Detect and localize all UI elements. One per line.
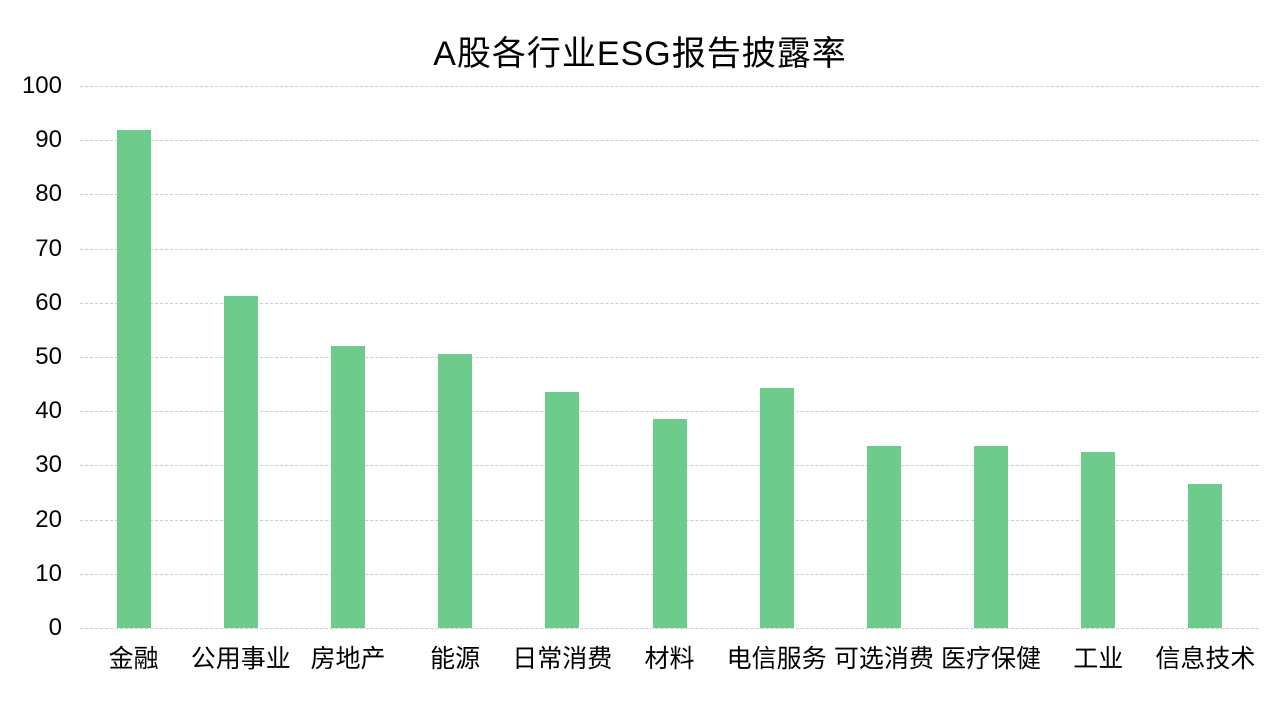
plot-area — [80, 86, 1259, 629]
x-tick-label: 电信服务 — [726, 645, 827, 673]
bar — [866, 445, 901, 628]
x-tick-label: 能源 — [430, 645, 481, 673]
gridline-y-60 — [80, 302, 1259, 304]
x-tick-label: 房地产 — [310, 645, 386, 673]
bar — [330, 345, 365, 628]
y-tick-label: 60 — [35, 288, 62, 316]
bar — [223, 295, 258, 628]
y-tick-label: 50 — [35, 343, 62, 370]
gridline-y-0 — [80, 628, 1259, 629]
bar — [974, 446, 1009, 628]
x-tick-label: 工业 — [1073, 645, 1124, 673]
y-tick-label: 90 — [35, 126, 62, 154]
y-tick-label: 80 — [35, 180, 62, 208]
x-tick-label: 公用事业 — [190, 645, 291, 673]
gridline-y-90 — [80, 140, 1259, 142]
y-tick-label: 30 — [35, 451, 62, 479]
bar — [1188, 483, 1223, 628]
x-tick-label: 材料 — [644, 645, 695, 673]
x-tick-label: 医疗保健 — [941, 645, 1042, 673]
bar — [545, 391, 580, 628]
y-tick-label: 40 — [35, 397, 62, 425]
y-tick-label: 10 — [35, 559, 62, 587]
bar — [438, 353, 473, 628]
x-tick-label: 信息技术 — [1155, 645, 1256, 673]
bar — [652, 418, 687, 628]
gridline-y-100 — [80, 86, 1259, 87]
x-tick-label: 可选消费 — [833, 645, 934, 673]
bar — [116, 130, 151, 628]
gridline-y-80 — [80, 194, 1259, 196]
bar — [1081, 451, 1116, 628]
y-tick-label: 20 — [35, 505, 62, 533]
x-tick-label: 日常消费 — [512, 645, 613, 673]
gridline-y-50 — [80, 357, 1259, 358]
gridline-y-40 — [80, 411, 1259, 413]
x-tick-label: 金融 — [108, 645, 159, 673]
y-tick-label: 0 — [48, 614, 62, 641]
y-tick-label: 70 — [35, 234, 62, 262]
gridline-y-70 — [80, 248, 1259, 250]
y-tick-label: 100 — [21, 72, 62, 99]
bar — [759, 387, 794, 628]
chart-title: A股各行业ESG报告披露率 — [433, 35, 847, 73]
